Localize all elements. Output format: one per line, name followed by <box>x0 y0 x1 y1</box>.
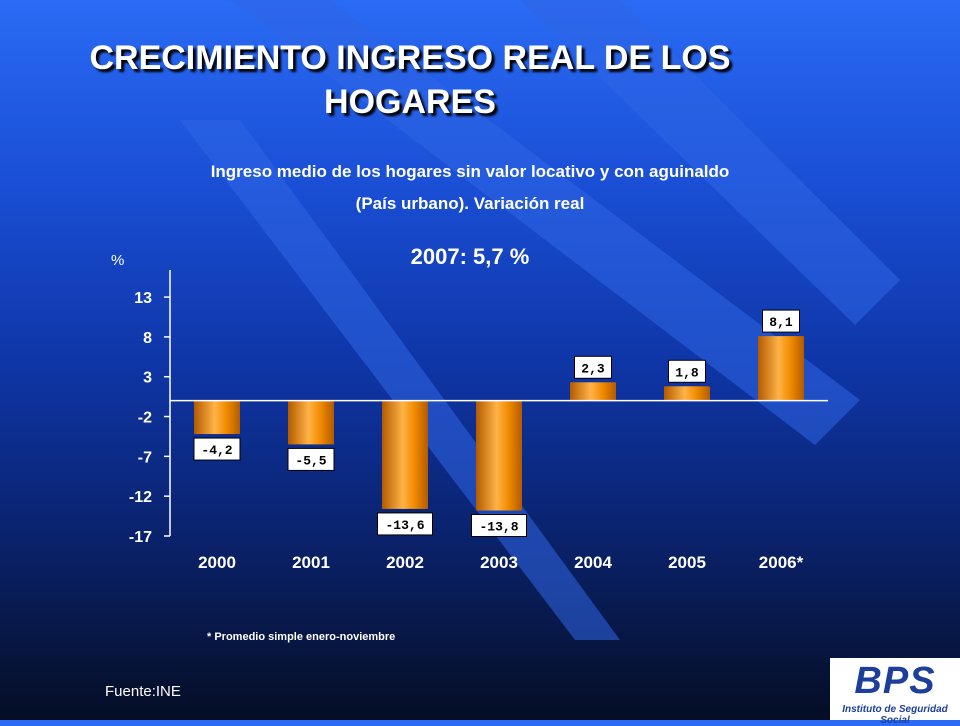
title-line-2: HOGARES <box>324 83 496 121</box>
x-tick-label: 2006* <box>759 553 804 572</box>
bar <box>194 400 240 435</box>
data-label: 2,3 <box>581 361 605 376</box>
x-tick-label: 2004 <box>574 553 612 572</box>
title-line-1: CRECIMIENTO INGRESO REAL DE LOS <box>89 39 731 77</box>
data-label: -5,5 <box>295 453 326 468</box>
data-label-box <box>668 359 706 383</box>
highlight-2007: 2007: 5,7 % <box>410 244 530 269</box>
x-tick-label: 2000 <box>198 553 236 572</box>
x-tick-label: 2003 <box>480 553 518 572</box>
data-label-box <box>377 512 433 536</box>
footnote: * Promedio simple enero-noviembre <box>207 631 396 643</box>
data-label: -4,2 <box>201 443 232 458</box>
bar <box>476 400 522 511</box>
y-tick-label: 13 <box>134 290 152 307</box>
subtitle-line-2: (País urbano). Variación real <box>355 194 585 213</box>
subtitle-line-1: Ingreso medio de los hogares sin valor l… <box>210 162 730 181</box>
bar <box>758 336 804 401</box>
y-tick-label: -2 <box>138 410 152 427</box>
data-label-box <box>471 514 527 538</box>
logo-wordmark: BPS <box>854 660 936 702</box>
data-label: 1,8 <box>675 365 699 380</box>
page-title: CRECIMIENTO INGRESO REAL DE LOS HOGARES <box>60 36 760 124</box>
y-tick-label: 3 <box>143 370 152 387</box>
y-tick-label: -12 <box>129 489 152 506</box>
x-tick-label: 2001 <box>292 553 330 572</box>
data-label: 8,1 <box>769 315 793 330</box>
y-tick-label: -17 <box>129 529 152 546</box>
data-label-box <box>193 437 241 461</box>
bps-logo: BPS Instituto de Seguridad Social <box>830 658 960 726</box>
data-label-box <box>287 447 335 471</box>
x-tick-label: 2002 <box>386 553 424 572</box>
y-tick-label: 8 <box>143 330 152 347</box>
bar <box>288 400 334 445</box>
logo-subtitle: Instituto de Seguridad Social <box>842 704 948 726</box>
data-label: -13,6 <box>385 518 424 533</box>
data-label: -13,8 <box>479 520 518 535</box>
source-note: Fuente:INE <box>105 683 181 700</box>
bar <box>664 386 710 401</box>
x-tick-label: 2005 <box>668 553 706 572</box>
data-label-box <box>574 355 612 379</box>
bar <box>382 400 428 509</box>
y-tick-label: -7 <box>138 449 152 466</box>
y-axis-unit: % <box>111 252 125 269</box>
data-label-box <box>762 309 800 333</box>
chart-subtitle: Ingreso medio de los hogares sin valor l… <box>90 156 850 220</box>
bar <box>570 382 616 401</box>
